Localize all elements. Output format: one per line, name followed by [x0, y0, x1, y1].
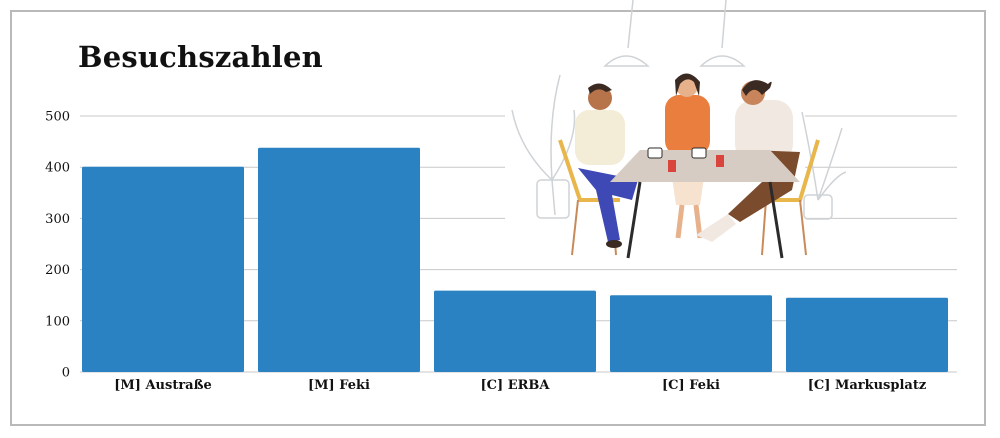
bar: [434, 290, 596, 372]
x-tick-label: [M] Feki: [308, 378, 370, 393]
y-tick-label: 100: [45, 314, 70, 329]
y-tick-label: 200: [45, 263, 70, 278]
bar: [82, 166, 244, 372]
x-axis: [M] Austraße [M] Feki [C] ERBA [C] Feki [C] …: [114, 378, 926, 393]
bars: [82, 147, 948, 372]
bar: [258, 147, 420, 372]
y-tick-label: 500: [45, 110, 70, 125]
y-tick-label: 0: [62, 366, 70, 381]
x-tick-label: [C] ERBA: [481, 378, 551, 393]
chart-title: Besuchszahlen: [78, 40, 323, 74]
people-eating-at-table-illustration: [505, 0, 847, 268]
y-tick-label: 400: [45, 161, 70, 176]
y-tick-label: 300: [45, 212, 70, 227]
x-tick-label: [C] Markusplatz: [808, 378, 926, 393]
x-tick-label: [M] Austraße: [114, 378, 212, 393]
bar: [786, 297, 948, 372]
x-tick-label: [C] Feki: [662, 378, 720, 393]
y-axis: 0 100 200 300 400 500: [45, 110, 70, 381]
bar: [610, 295, 772, 372]
